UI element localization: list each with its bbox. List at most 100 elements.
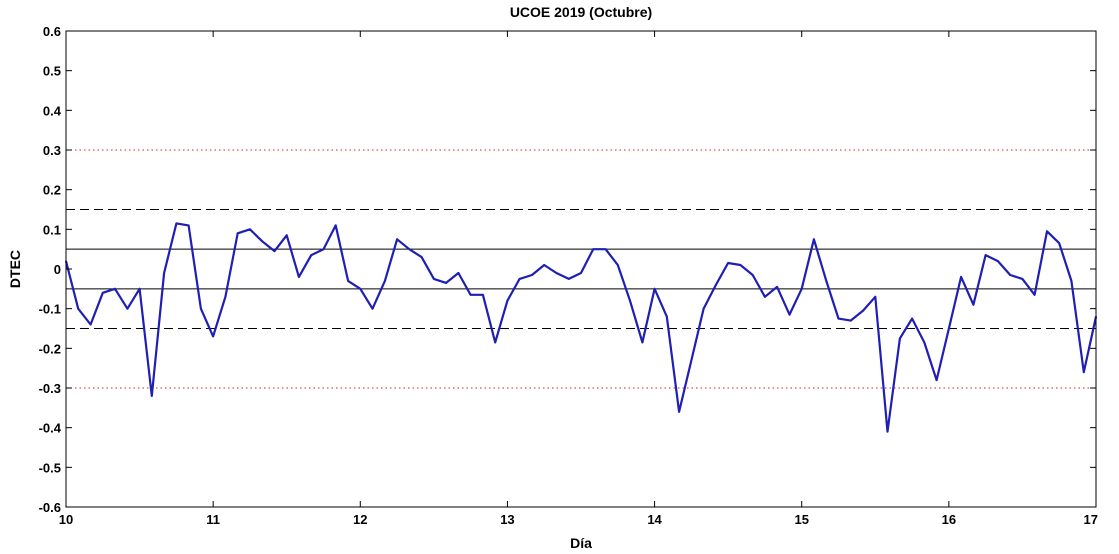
data-point <box>236 232 239 235</box>
data-point <box>960 276 962 278</box>
data-point <box>972 303 975 306</box>
data-point <box>89 323 92 326</box>
y-tick-label: 0.6 <box>43 24 61 39</box>
x-axis-title: Día <box>570 535 592 551</box>
data-point <box>175 222 178 225</box>
y-tick-label: 0.3 <box>43 143 61 158</box>
data-point <box>138 288 141 290</box>
y-tick-label: 0.5 <box>43 64 61 79</box>
data-point <box>420 256 423 258</box>
data-point <box>727 262 729 264</box>
data-point <box>1033 293 1036 296</box>
data-point <box>592 248 595 250</box>
data-point <box>678 411 680 413</box>
data-point <box>739 264 742 266</box>
y-tick-label: -0.2 <box>39 341 61 356</box>
x-tick-label: 14 <box>647 512 662 527</box>
x-tick-label: 10 <box>59 512 73 527</box>
x-tick-label: 17 <box>1084 512 1098 527</box>
data-point <box>837 317 840 320</box>
data-point <box>555 272 558 274</box>
data-point <box>347 280 349 282</box>
y-tick-label: -0.4 <box>39 421 62 436</box>
y-tick-label: 0 <box>54 262 61 277</box>
data-point <box>1021 278 1024 280</box>
y-tick-label: 0.4 <box>43 103 62 118</box>
data-point <box>813 238 815 241</box>
data-point <box>298 276 300 278</box>
data-point <box>849 319 852 322</box>
data-point <box>800 288 803 290</box>
data-point <box>629 299 631 302</box>
x-tick-label: 13 <box>500 512 514 527</box>
y-tick-label: 0.1 <box>43 222 61 237</box>
y-axis-title: DTEC <box>7 250 23 288</box>
data-point <box>322 248 325 250</box>
data-point <box>923 341 926 344</box>
y-tick-label: -0.6 <box>39 500 61 515</box>
data-point <box>616 264 619 266</box>
data-point <box>506 299 509 302</box>
data-point <box>126 307 129 310</box>
plot-area <box>66 31 1096 507</box>
chart-title: UCOE 2019 (Octubre) <box>510 4 652 20</box>
data-point <box>114 288 116 290</box>
data-point <box>445 282 447 284</box>
data-point <box>899 337 901 340</box>
data-point <box>911 317 913 320</box>
data-point <box>776 286 778 288</box>
data-point <box>984 254 987 256</box>
data-point <box>212 335 214 338</box>
data-point <box>163 272 165 274</box>
data-point <box>543 264 546 266</box>
reference-lines <box>66 149 1096 389</box>
data-point <box>874 295 877 298</box>
data-point <box>935 379 938 381</box>
data-point <box>567 278 570 280</box>
y-tick-label: -0.1 <box>39 302 61 317</box>
data-point <box>408 248 411 250</box>
data-point <box>1082 371 1085 373</box>
data-point <box>249 228 251 231</box>
data-point <box>702 307 705 310</box>
x-tick-label: 12 <box>353 512 367 527</box>
x-tick-label: 15 <box>794 512 808 527</box>
data-point <box>641 341 644 344</box>
data-point <box>580 272 582 274</box>
data-point <box>101 292 104 294</box>
data-point <box>384 280 386 282</box>
x-tick-label: 16 <box>942 512 956 527</box>
x-tick-label: 11 <box>206 512 220 527</box>
data-point <box>1070 280 1073 282</box>
data-point <box>665 315 668 318</box>
data-point <box>433 278 435 280</box>
data-point <box>1046 230 1048 233</box>
data-point <box>200 307 202 310</box>
data-point <box>77 307 80 310</box>
data-point <box>764 295 766 298</box>
data-point <box>371 307 374 310</box>
y-tick-label: -0.5 <box>39 460 61 475</box>
y-tick-label: -0.3 <box>39 381 61 396</box>
data-point <box>187 224 190 227</box>
data-point <box>273 250 276 252</box>
data-point <box>886 430 889 433</box>
y-axis-ticks: 0.6 0.5 0.4 0.3 0.2 0.1 0 -0.1 -0.2 -0.3 -0.4 -0.5 -… <box>39 24 1096 515</box>
data-point <box>751 274 754 276</box>
data-point <box>224 295 227 298</box>
data-point <box>788 313 791 316</box>
data-point <box>948 327 950 330</box>
data-point <box>396 238 398 241</box>
data-point <box>1058 242 1061 245</box>
data-point <box>469 293 472 296</box>
data-point <box>690 359 693 362</box>
data-point <box>715 284 717 286</box>
data-point <box>310 254 313 256</box>
data-series <box>64 222 1098 433</box>
data-point <box>359 288 362 290</box>
data-point <box>1009 274 1012 276</box>
data-point <box>518 278 521 280</box>
x-axis-ticks: 10 11 12 13 14 15 16 17 <box>59 31 1098 527</box>
data-point <box>150 395 153 397</box>
